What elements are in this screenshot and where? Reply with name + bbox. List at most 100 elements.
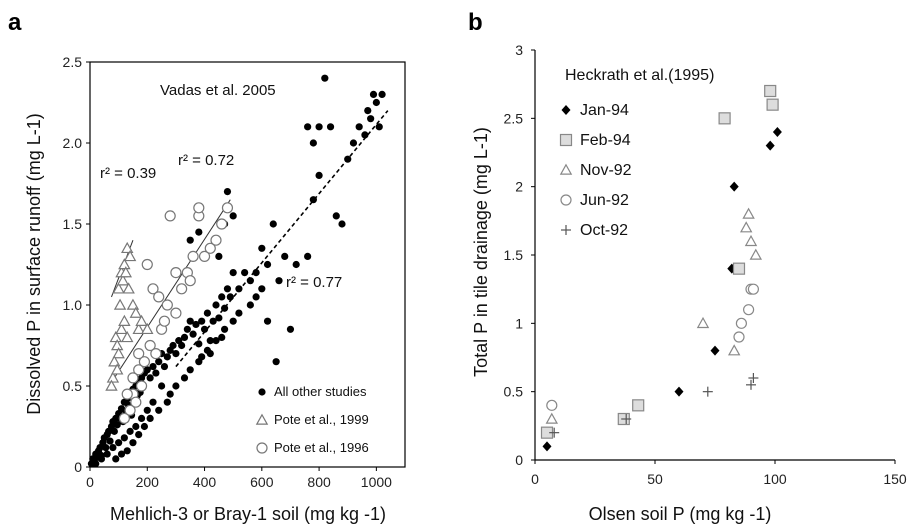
data-point [203, 309, 212, 317]
data-point [258, 285, 266, 293]
data-point [163, 353, 171, 361]
legend-marker [560, 194, 572, 206]
y-tick-label: 1.0 [63, 297, 83, 313]
data-point [241, 269, 249, 277]
data-point [206, 337, 214, 345]
data-point [126, 427, 134, 435]
data-point [263, 260, 272, 269]
data-point [146, 374, 154, 382]
data-point [143, 366, 151, 374]
data-point [772, 127, 782, 137]
data-point [718, 112, 731, 125]
data-point [710, 345, 720, 356]
data-point [121, 241, 134, 254]
data-point [193, 202, 205, 214]
x-tick-label: 600 [250, 474, 274, 490]
data-point [229, 212, 237, 220]
y-tick-label: 0.5 [63, 378, 83, 394]
data-point [748, 373, 759, 383]
legend-marker [559, 163, 573, 175]
x-tick-label: 800 [307, 474, 331, 490]
data-point [195, 228, 203, 236]
data-point [729, 181, 739, 192]
data-point [118, 258, 131, 270]
data-point [178, 341, 186, 350]
data-point [764, 84, 777, 98]
data-point [152, 369, 160, 377]
data-point [153, 291, 165, 303]
data-point [186, 366, 194, 374]
data-point [121, 388, 133, 400]
data-point [189, 330, 197, 338]
data-point [229, 317, 237, 325]
data-point [220, 325, 229, 333]
data-point [129, 439, 137, 447]
data-point [369, 90, 378, 98]
data-point [149, 362, 157, 371]
data-point [180, 374, 189, 382]
x-tick-label: 100 [763, 471, 787, 487]
data-point [108, 355, 121, 367]
data-point [542, 441, 552, 452]
data-point [223, 188, 232, 196]
data-point [269, 220, 277, 228]
data-point [549, 427, 560, 438]
data-point [109, 443, 117, 452]
data-point [110, 427, 118, 435]
panel-b-legend: Jan-94 Feb-94 Nov-92 Jun-92 Oct-92 [559, 102, 632, 239]
legend-marker [559, 133, 573, 147]
data-point [220, 304, 229, 312]
x-tick-label: 400 [193, 474, 217, 490]
data-point [137, 414, 146, 422]
data-point [632, 399, 645, 412]
data-point [735, 317, 748, 329]
panel-b-y-ticks: 0 0.5 1 1.5 2 2.5 3 [504, 42, 535, 468]
data-point [123, 249, 137, 262]
data-point [149, 398, 157, 406]
data-point [235, 309, 243, 317]
data-point [252, 293, 260, 301]
data-point [143, 406, 151, 414]
data-point [747, 283, 760, 295]
data-point [112, 282, 125, 294]
legend-label: Feb-94 [580, 132, 631, 149]
legend-label: Jan-94 [580, 102, 629, 119]
data-point [749, 248, 763, 260]
data-point [115, 322, 128, 335]
regression-line [113, 199, 231, 379]
data-point [135, 380, 148, 392]
data-point [263, 317, 272, 325]
panel-b-letter: b [468, 9, 483, 36]
data-point [126, 298, 140, 310]
data-point [132, 422, 140, 431]
data-point [120, 434, 128, 442]
data-point [105, 379, 118, 391]
legend-label: Jun-92 [580, 192, 629, 209]
data-point [176, 283, 188, 295]
data-point [367, 115, 375, 123]
panel-a-y-ticks: 0 0.5 1.0 1.5 2.0 2.5 [63, 54, 90, 475]
data-point [115, 439, 123, 447]
data-point [364, 107, 372, 115]
data-point [545, 412, 559, 424]
data-point [110, 339, 124, 351]
legend-label: Pote et al., 1996 [274, 440, 369, 455]
data-point [198, 250, 211, 262]
y-tick-label: 2.5 [63, 54, 83, 70]
data-point [186, 317, 194, 325]
data-point [195, 340, 203, 348]
data-point [621, 414, 632, 424]
panel-a-x-ticks: 0 200 400 600 800 1000 [86, 467, 392, 490]
regression-line [175, 110, 389, 368]
legend-label: Pote et al., 1999 [274, 412, 369, 427]
data-point [110, 363, 124, 375]
data-point [192, 320, 200, 329]
data-point [286, 325, 295, 333]
data-point [161, 299, 173, 311]
data-point [315, 123, 323, 131]
data-point [304, 123, 312, 131]
data-point [355, 123, 363, 131]
data-point [163, 398, 171, 406]
data-point [226, 293, 234, 301]
